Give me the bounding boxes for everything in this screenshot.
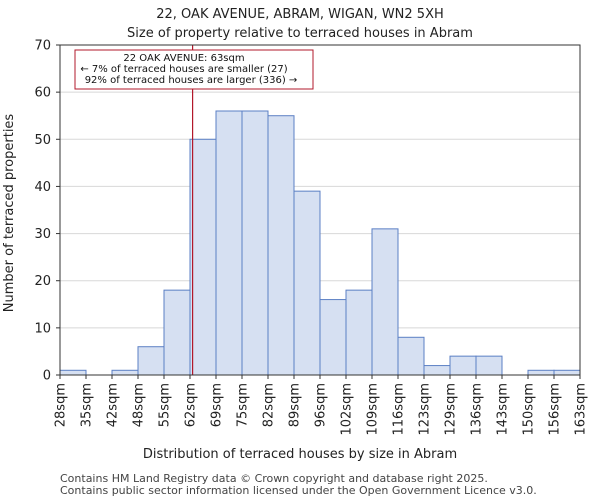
x-tick-label-42sqm: 42sqm: [106, 383, 121, 427]
annotation-line3: 92% of terraced houses are larger (336) …: [85, 75, 298, 86]
y-tick-label-0: 0: [43, 369, 51, 384]
bar-42sqm: [111, 369, 139, 376]
y-tick-label-20: 20: [34, 274, 51, 289]
bar-102sqm: [345, 289, 373, 376]
bar-62sqm: [189, 138, 217, 376]
annotation-frame: [74, 49, 314, 90]
x-tick-label-129sqm: 129sqm: [444, 383, 459, 436]
annotation-box: 22 OAK AVENUE: 63sqm ← 7% of terraced ho…: [74, 49, 314, 90]
y-axis-label: Number of terraced properties: [2, 114, 17, 313]
x-tick-label-102sqm: 102sqm: [340, 383, 355, 436]
bar-136sqm: [475, 355, 503, 376]
bar-96sqm: [319, 299, 347, 376]
bars: [59, 110, 581, 376]
x-tick-label-75sqm: 75sqm: [236, 383, 251, 427]
bar-109sqm: [371, 228, 399, 376]
footer-line2: Contains public sector information licen…: [60, 484, 537, 497]
y-tick-label-70: 70: [34, 39, 51, 54]
y-tick-label-30: 30: [34, 227, 51, 242]
bar-82sqm: [267, 115, 295, 376]
x-tick-label-96sqm: 96sqm: [314, 383, 329, 427]
bar-116sqm: [397, 336, 425, 376]
bar-150sqm: [527, 369, 555, 376]
x-tick-label-62sqm: 62sqm: [184, 383, 199, 427]
annotation-line1: 22 OAK AVENUE: 63sqm: [123, 53, 244, 64]
x-tick-label-123sqm: 123sqm: [418, 383, 433, 436]
x-tick-label-89sqm: 89sqm: [288, 383, 303, 427]
x-tick-label-28sqm: 28sqm: [54, 383, 69, 427]
bar-55sqm: [163, 289, 191, 376]
x-tick-label-136sqm: 136sqm: [470, 383, 485, 436]
x-tick-label-48sqm: 48sqm: [132, 383, 147, 427]
x-tick-label-55sqm: 55sqm: [158, 383, 173, 427]
x-axis-ticks: 28sqm 35sqm 42sqm 48sqm 55sqm 62sqm 69sqm 75sqm…: [54, 375, 589, 436]
x-tick-label-116sqm: 116sqm: [392, 383, 407, 436]
bar-156sqm: [553, 369, 581, 376]
y-tick-label-60: 60: [34, 86, 51, 101]
x-tick-label-82sqm: 82sqm: [262, 383, 277, 427]
footer-line1: Contains HM Land Registry data © Crown c…: [60, 472, 488, 485]
bar-48sqm: [137, 346, 165, 376]
bar-69sqm: [215, 110, 243, 376]
x-tick-label-143sqm: 143sqm: [496, 383, 511, 436]
x-tick-label-163sqm: 163sqm: [574, 383, 589, 436]
chart-title-line2: Size of property relative to terraced ho…: [127, 26, 473, 41]
bar-75sqm: [241, 110, 269, 376]
bar-123sqm: [423, 365, 451, 376]
y-tick-label-10: 10: [34, 321, 51, 336]
y-tick-label-40: 40: [34, 180, 51, 195]
x-tick-label-156sqm: 156sqm: [548, 383, 563, 436]
bar-28sqm: [59, 369, 87, 376]
x-tick-label-69sqm: 69sqm: [210, 383, 225, 427]
y-axis-ticks: 0 10 20 30 40 50 60 70: [34, 39, 60, 384]
annotation-line2: ← 7% of terraced houses are smaller (27): [80, 64, 287, 75]
x-axis-label: Distribution of terraced houses by size …: [143, 447, 457, 462]
bar-89sqm: [293, 190, 321, 376]
x-tick-label-109sqm: 109sqm: [366, 383, 381, 436]
y-tick-label-50: 50: [34, 133, 51, 148]
bar-129sqm: [449, 355, 477, 376]
x-tick-label-150sqm: 150sqm: [522, 383, 537, 436]
x-tick-label-35sqm: 35sqm: [80, 383, 95, 427]
chart-title-line1: 22, OAK AVENUE, ABRAM, WIGAN, WN2 5XH: [156, 7, 444, 22]
